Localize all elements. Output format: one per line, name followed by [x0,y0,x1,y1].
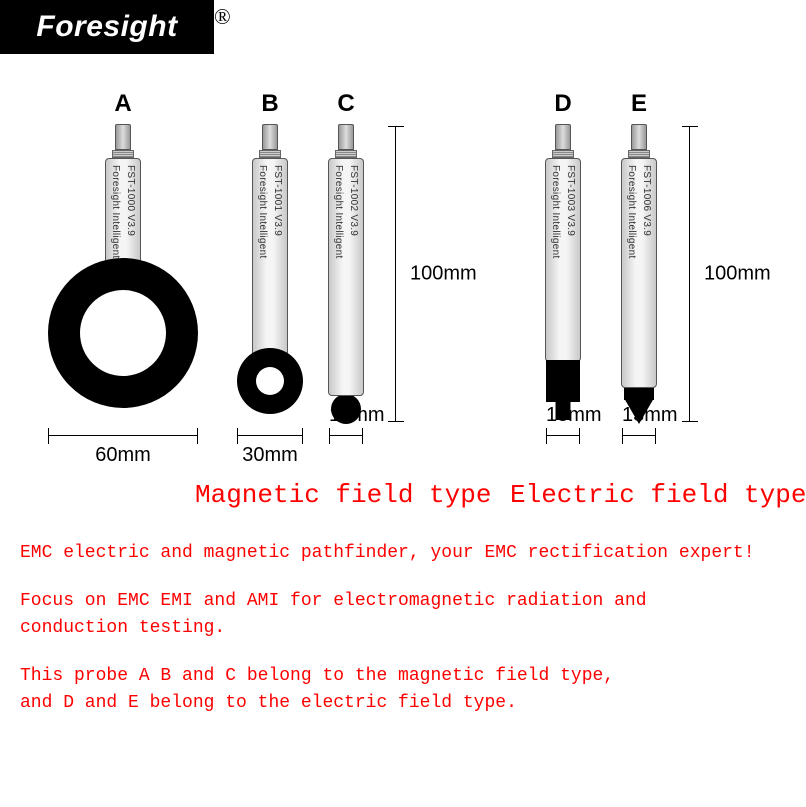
label-b: B [255,90,285,118]
probe-b: FST-1001 V3.9 Foresight Intelligent [252,124,288,358]
label-c: C [331,90,361,118]
loop-inner [256,367,284,395]
probe-handle: FST-1002 V3.9 Foresight Intelligent [328,158,364,396]
probe-c: FST-1002 V3.9 Foresight Intelligent [328,124,364,424]
threads-icon [112,150,134,158]
model-text: FST-1003 V3.9 [565,165,576,236]
dim-d-width: 13mm [546,428,580,444]
threads-icon [335,150,357,158]
connector-icon [631,124,647,150]
desc-line-4: This probe A B and C belong to the magne… [20,663,614,690]
probe-a: FST-1000 V3.9 Foresight Intelligent [105,124,141,270]
probe-handle: FST-1001 V3.9 Foresight Intelligent [252,158,288,358]
desc-line-2: Focus on EMC EMI and AMI for electromagn… [20,588,647,615]
dim-text: 100mm [704,263,771,286]
brand-text: Foresight Intelligent [550,165,561,259]
dim-c-width: 13mm [329,428,363,444]
brand-text: Foresight [36,10,177,44]
brand-text: Foresight Intelligent [110,165,121,259]
brand-text: Foresight Intelligent [333,165,344,259]
dim-e-width: 13mm [622,428,656,444]
model-text: FST-1002 V3.9 [348,165,359,236]
threads-icon [552,150,574,158]
probe-d: FST-1003 V3.9 Foresight Intelligent [545,124,581,420]
desc-line-5: and D and E belong to the electric field… [20,690,517,717]
connector-icon [555,124,571,150]
dim-height-right: 100mm [682,126,698,422]
brand-logo: Foresight [0,0,214,54]
probe-b-loop [237,348,303,414]
dim-text: 60mm [48,444,198,467]
dim-text: 13mm [329,404,363,427]
model-text: FST-1006 V3.9 [641,165,652,236]
brand-text: Foresight Intelligent [626,165,637,259]
probe-a-loop [48,258,198,408]
label-a: A [108,90,138,118]
dim-text: 100mm [410,263,477,286]
threads-icon [259,150,281,158]
probe-handle: FST-1000 V3.9 Foresight Intelligent [105,158,141,270]
dim-text: 30mm [237,444,303,467]
desc-line-3: conduction testing. [20,615,225,642]
label-d: D [548,90,578,118]
dim-height-left: 100mm [388,126,404,422]
connector-icon [115,124,131,150]
threads-icon [628,150,650,158]
brand-text: Foresight Intelligent [257,165,268,259]
desc-line-1: EMC electric and magnetic pathfinder, yo… [20,540,755,567]
model-text: FST-1000 V3.9 [125,165,136,236]
model-text: FST-1001 V3.9 [272,165,283,236]
label-e: E [624,90,654,118]
probe-handle: FST-1003 V3.9 Foresight Intelligent [545,158,581,362]
loop-inner [80,290,166,376]
dim-b-width: 30mm [237,428,303,444]
dim-text: 13mm [546,404,580,427]
dim-text: 13mm [622,404,656,427]
connector-icon [262,124,278,150]
connector-icon [338,124,354,150]
probe-handle: FST-1006 V3.9 Foresight Intelligent [621,158,657,388]
dim-a-width: 60mm [48,428,198,444]
probe-e: FST-1006 V3.9 Foresight Intelligent [621,124,657,424]
diagram-stage: A B C D E FST-1000 V3.9 Foresight Intell… [0,70,806,807]
electric-type-label: Electric field type [510,480,806,510]
registered-mark: ® [214,4,231,30]
magnetic-type-label: Magnetic field type [195,480,491,510]
